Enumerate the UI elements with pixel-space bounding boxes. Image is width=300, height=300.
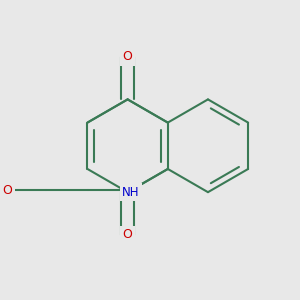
Text: NH: NH bbox=[122, 186, 140, 199]
Text: O: O bbox=[123, 50, 133, 63]
Text: O: O bbox=[123, 228, 133, 241]
Text: O: O bbox=[2, 184, 12, 197]
